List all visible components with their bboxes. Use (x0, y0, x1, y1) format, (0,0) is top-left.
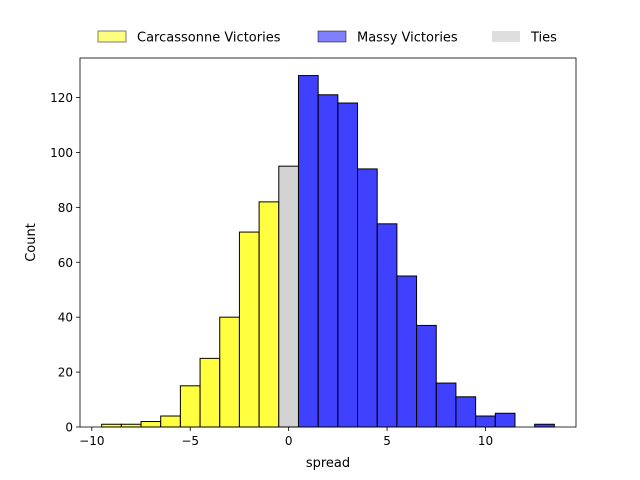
x-axis-ticks: −10 −5 0 5 10 (79, 427, 493, 448)
histogram-bar (140, 421, 162, 428)
plot-frame (79, 57, 577, 428)
histogram-bar (219, 316, 240, 428)
legend-label: Ties (530, 31, 557, 46)
x-tick-label: 10 (478, 434, 493, 448)
y-tick-label: 20 (58, 366, 73, 380)
histogram-bar (297, 75, 319, 428)
histogram-bar (534, 423, 555, 428)
histogram-bar (199, 357, 221, 428)
y-axis-ticks: 0 20 40 60 80 100 120 (50, 91, 80, 435)
histogram-bar (160, 415, 181, 428)
y-tick-label: 120 (50, 91, 73, 105)
legend-label: Massy Victories (357, 31, 458, 46)
x-tick-label: 5 (383, 434, 391, 448)
histogram-bar (494, 412, 516, 428)
legend: Carcassonne Victories Massy Victories Ties (97, 30, 557, 46)
x-tick-label: −5 (181, 434, 199, 448)
x-axis-label: spread (306, 456, 350, 471)
legend-swatch (492, 31, 520, 42)
histogram-bar (238, 231, 260, 428)
y-tick-label: 100 (50, 146, 73, 160)
histogram-bar (396, 275, 418, 428)
histogram-bar (278, 165, 299, 428)
histogram-bar (376, 223, 398, 428)
histogram-bar (337, 102, 359, 428)
legend-label: Carcassonne Victories (137, 31, 281, 46)
histogram-bar (101, 423, 122, 428)
y-tick-label: 40 (58, 311, 73, 325)
histogram-bar (120, 423, 142, 428)
histogram-bar (416, 324, 437, 428)
histogram-bar (475, 415, 496, 428)
legend-swatch (97, 30, 127, 43)
histogram-bar (357, 168, 378, 428)
y-tick-label: 0 (65, 421, 73, 435)
histogram-bar (317, 94, 339, 428)
histogram-bars (101, 75, 555, 428)
histogram-bar (435, 382, 457, 428)
x-tick-label: 0 (285, 434, 293, 448)
y-tick-label: 60 (58, 256, 73, 270)
x-tick-label: −10 (79, 434, 104, 448)
legend-swatch (317, 30, 347, 43)
histogram-bar (258, 201, 280, 428)
histogram-bar (455, 396, 477, 428)
histogram-bar (179, 385, 201, 428)
y-tick-label: 80 (58, 201, 73, 215)
y-axis-label: Count (24, 223, 39, 262)
